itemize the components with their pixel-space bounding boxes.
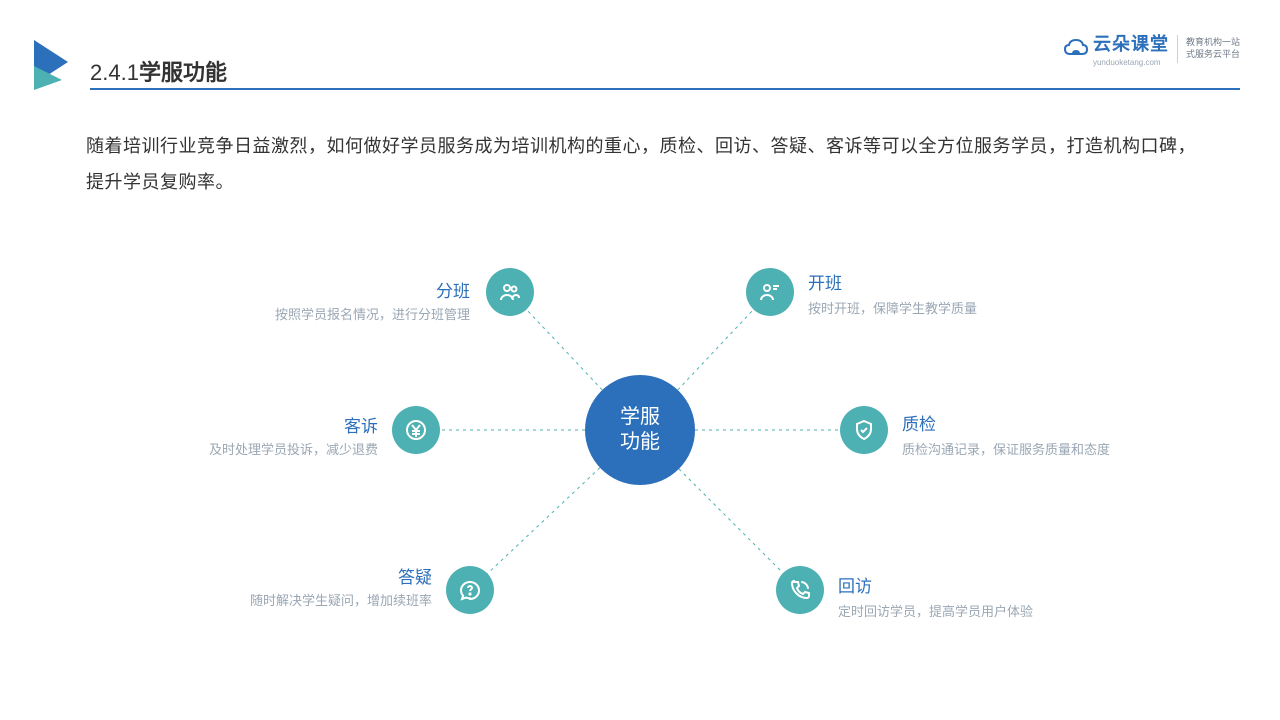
connector-line <box>679 469 783 573</box>
logo-tagline: 教育机构一站 式服务云平台 <box>1186 37 1240 60</box>
connector-line <box>487 468 599 574</box>
title-text: 学服功能 <box>139 60 227 85</box>
intro-paragraph: 随着培训行业竞争日益激烈，如何做好学员服务成为培训机构的重心，质检、回访、答疑、… <box>86 128 1196 200</box>
node-title-huifang: 回访 <box>838 572 872 597</box>
node-desc-fenban: 按照学员报名情况，进行分班管理 <box>275 304 470 323</box>
title-number: 2.4.1 <box>90 60 139 85</box>
slide: 云朵课堂 yunduoketang.com 教育机构一站 式服务云平台 2.4.… <box>0 0 1280 720</box>
logo-text: 云朵课堂 <box>1093 30 1169 56</box>
node-kesu <box>392 406 440 454</box>
node-title-kaiban: 开班 <box>808 269 842 294</box>
shield-icon <box>852 418 876 442</box>
teacher-icon <box>758 280 782 304</box>
yen-icon <box>404 418 428 442</box>
node-title-fenban: 分班 <box>436 277 470 302</box>
node-title-dayi: 答疑 <box>398 563 432 588</box>
connector-line <box>678 309 754 389</box>
radial-diagram: 学服功能 分班按照学员报名情况，进行分班管理 开班按时开班，保障学生教学质量客诉及时… <box>0 220 1280 690</box>
center-label: 学服功能 <box>620 405 660 455</box>
logo-tag-line1: 教育机构一站 <box>1186 37 1240 49</box>
header-triangle-icon <box>34 40 76 90</box>
logo-separator <box>1177 35 1178 63</box>
connector-line <box>526 309 602 389</box>
title-underline <box>90 88 1240 90</box>
logo-main: 云朵课堂 yunduoketang.com <box>1063 30 1169 67</box>
cloud-icon <box>1063 38 1089 60</box>
node-desc-huifang: 定时回访学员，提高学员用户体验 <box>838 601 1033 620</box>
node-desc-zhijian: 质检沟通记录，保证服务质量和态度 <box>902 439 1110 458</box>
phone-icon <box>788 578 812 602</box>
section-title: 2.4.1学服功能 <box>90 55 227 87</box>
group-icon <box>498 280 522 304</box>
node-fenban <box>486 268 534 316</box>
logo-domain: yunduoketang.com <box>1093 58 1169 67</box>
node-desc-kesu: 及时处理学员投诉，减少退费 <box>209 439 378 458</box>
brand-logo: 云朵课堂 yunduoketang.com 教育机构一站 式服务云平台 <box>1063 30 1240 67</box>
node-kaiban <box>746 268 794 316</box>
center-node: 学服功能 <box>585 375 695 485</box>
node-desc-kaiban: 按时开班，保障学生教学质量 <box>808 298 977 317</box>
node-dayi <box>446 566 494 614</box>
question-icon <box>458 578 482 602</box>
logo-text-block: 云朵课堂 yunduoketang.com <box>1089 30 1169 67</box>
node-huifang <box>776 566 824 614</box>
node-title-kesu: 客诉 <box>344 412 378 437</box>
logo-tag-line2: 式服务云平台 <box>1186 49 1240 61</box>
node-desc-dayi: 随时解决学生疑问，增加续班率 <box>250 590 432 609</box>
node-zhijian <box>840 406 888 454</box>
node-title-zhijian: 质检 <box>902 410 936 435</box>
